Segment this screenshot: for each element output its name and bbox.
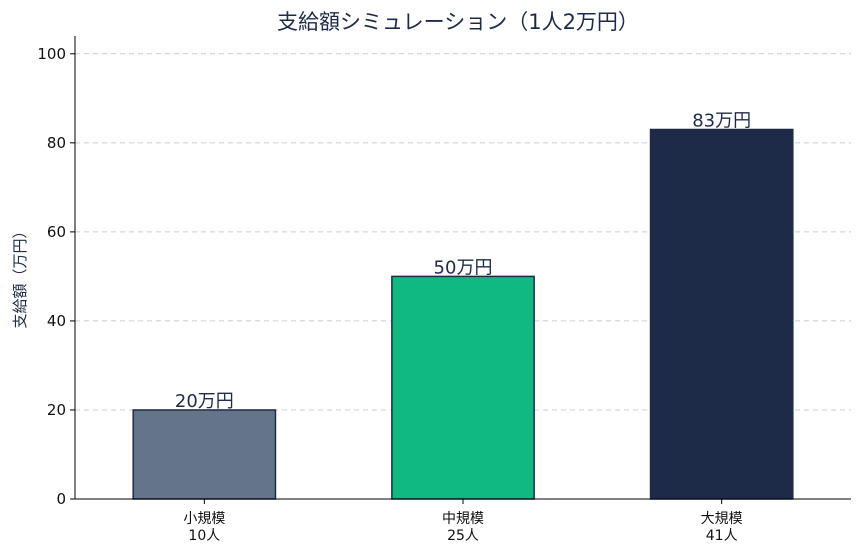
x-tick-label-count: 25人 — [447, 528, 479, 544]
x-tick-label: 小規模 — [183, 511, 225, 527]
y-tick-label: 20 — [47, 401, 66, 419]
y-tick-label: 40 — [47, 312, 66, 330]
axes — [70, 36, 851, 504]
y-tick-label: 60 — [47, 223, 66, 241]
y-tick-label: 100 — [37, 45, 66, 63]
y-tick-label: 0 — [56, 490, 66, 508]
bar — [649, 128, 794, 500]
data-label: 20万円 — [175, 391, 234, 412]
data-label: 83万円 — [692, 110, 751, 131]
x-tick-label-count: 41人 — [706, 528, 738, 544]
y-axis-label: 支給額（万円） — [11, 223, 29, 328]
x-tick-label: 大規模 — [701, 511, 743, 527]
x-tick-label: 中規模 — [442, 511, 484, 527]
chart-title: 支給額シミュレーション（1人2万円） — [277, 10, 639, 34]
bars — [132, 128, 794, 500]
bar — [391, 275, 535, 500]
x-tick-label-count: 10人 — [188, 528, 220, 544]
y-tick-label: 80 — [47, 134, 66, 152]
bar — [132, 409, 277, 500]
data-label: 50万円 — [434, 257, 493, 278]
